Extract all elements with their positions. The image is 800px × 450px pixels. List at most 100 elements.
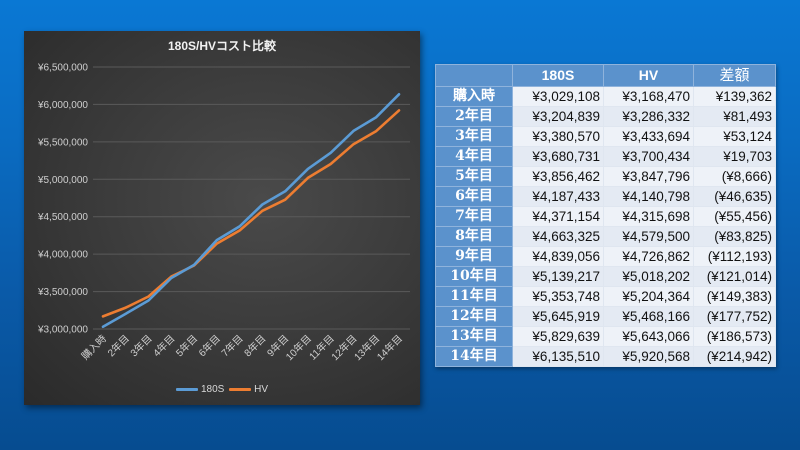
cell-hv: ¥3,700,434: [603, 146, 694, 167]
row-label: 2年目: [435, 106, 513, 127]
cell-hv: ¥5,204,364: [603, 286, 694, 307]
row-label: 6年目: [435, 186, 513, 207]
row-label: 13年目: [435, 326, 513, 347]
table-row: 9年目 ¥4,839,056 ¥4,726,862 (¥112,193): [435, 246, 776, 267]
legend-label-hv: HV: [254, 384, 269, 395]
cell-hv: ¥5,468,166: [603, 306, 694, 327]
series-line-hv: [101, 109, 401, 318]
x-tick-label: 4年目: [150, 332, 177, 359]
cell-hv: ¥5,643,066: [603, 326, 694, 347]
row-label: 8年目: [435, 226, 513, 247]
table-body: 購入時 ¥3,029,108 ¥3,168,470 ¥139,362 2年目 ¥3,204…: [435, 86, 776, 367]
cost-comparison-table: 180S HV 差額 購入時 ¥3,029,108 ¥3,168,470 ¥139,3…: [435, 64, 776, 367]
cell-difference: ¥53,124: [693, 126, 776, 147]
cell-hv: ¥4,315,698: [603, 206, 694, 227]
header-180s: 180S: [512, 64, 604, 87]
cell-180s: ¥3,380,570: [512, 126, 604, 147]
x-tick-label: 3年目: [127, 332, 154, 359]
table-row: 購入時 ¥3,029,108 ¥3,168,470 ¥139,362: [435, 86, 776, 107]
cell-hv: ¥3,168,470: [603, 86, 694, 107]
y-tick-label: ¥6,000,000: [37, 100, 88, 111]
x-tick-label: 2年目: [105, 332, 132, 359]
cell-difference: ¥139,362: [693, 86, 776, 107]
row-label: 4年目: [435, 146, 513, 167]
gridlines: [93, 66, 410, 330]
x-tick-label: 6年目: [196, 332, 223, 359]
series-line-180s: [101, 92, 401, 329]
cell-hv: ¥3,847,796: [603, 166, 694, 187]
cell-difference: (¥177,752): [693, 306, 776, 327]
table-row: 5年目 ¥3,856,462 ¥3,847,796 (¥8,666): [435, 166, 776, 187]
header-hv: HV: [603, 64, 694, 87]
cell-difference: (¥149,383): [693, 286, 776, 307]
header-difference: 差額: [693, 64, 776, 87]
cell-difference: (¥55,456): [693, 206, 776, 227]
row-label: 14年目: [435, 346, 513, 367]
x-tick-label: 10年目: [283, 332, 314, 363]
table-header-row: 180S HV 差額: [435, 64, 776, 87]
y-tick-label: ¥4,000,000: [37, 250, 88, 261]
legend-item-180s: 180S: [175, 384, 224, 395]
cell-180s: ¥4,663,325: [512, 226, 604, 247]
plot-area: ¥6,500,000 ¥6,000,000 ¥5,500,000 ¥5,000,000…: [37, 63, 410, 363]
table-row: 10年目 ¥5,139,217 ¥5,018,202 (¥121,014): [435, 266, 776, 287]
x-tick-label: 購入時: [79, 332, 109, 362]
x-tick-label: 8年目: [241, 332, 268, 359]
cell-difference: (¥112,193): [693, 246, 776, 267]
cell-hv: ¥5,920,568: [603, 346, 694, 367]
header-blank: [435, 64, 513, 87]
cell-180s: ¥5,645,919: [512, 306, 604, 327]
cell-180s: ¥3,029,108: [512, 86, 604, 107]
cell-180s: ¥4,187,433: [512, 186, 604, 207]
table-row: 13年目 ¥5,829,639 ¥5,643,066 (¥186,573): [435, 326, 776, 347]
row-label: 12年目: [435, 306, 513, 327]
cell-180s: ¥3,680,731: [512, 146, 604, 167]
y-tick-label: ¥4,500,000: [37, 212, 88, 223]
row-label: 9年目: [435, 246, 513, 267]
chart-legend: 180S HV: [24, 383, 420, 395]
cell-difference: (¥121,014): [693, 266, 776, 287]
y-tick-label: ¥5,000,000: [37, 175, 88, 186]
cell-difference: (¥83,825): [693, 226, 776, 247]
row-label: 3年目: [435, 126, 513, 147]
line-chart: 180S/HVコスト比較 ¥6,500,000 ¥6,000,000 ¥5,500,…: [24, 31, 420, 405]
table-row: 2年目 ¥3,204,839 ¥3,286,332 ¥81,493: [435, 106, 776, 127]
row-label: 10年目: [435, 266, 513, 287]
cell-hv: ¥4,140,798: [603, 186, 694, 207]
cell-difference: (¥8,666): [693, 166, 776, 187]
cell-180s: ¥4,371,154: [512, 206, 604, 227]
y-axis-labels: ¥6,500,000 ¥6,000,000 ¥5,500,000 ¥5,000,000…: [37, 63, 88, 336]
cell-hv: ¥3,433,694: [603, 126, 694, 147]
table-row: 12年目 ¥5,645,919 ¥5,468,166 (¥177,752): [435, 306, 776, 327]
table-row: 14年目 ¥6,135,510 ¥5,920,568 (¥214,942): [435, 346, 776, 367]
y-tick-label: ¥3,500,000: [37, 287, 88, 298]
cell-180s: ¥4,839,056: [512, 246, 604, 267]
table-row: 4年目 ¥3,680,731 ¥3,700,434 ¥19,703: [435, 146, 776, 167]
table-row: 3年目 ¥3,380,570 ¥3,433,694 ¥53,124: [435, 126, 776, 147]
cell-difference: (¥214,942): [693, 346, 776, 367]
cell-180s: ¥5,139,217: [512, 266, 604, 287]
x-tick-label: 5年目: [173, 332, 200, 359]
cell-180s: ¥5,353,748: [512, 286, 604, 307]
y-tick-label: ¥3,000,000: [37, 325, 88, 336]
cell-difference: (¥46,635): [693, 186, 776, 207]
y-tick-label: ¥5,500,000: [37, 137, 88, 148]
x-tick-label: 14年目: [374, 332, 405, 363]
cell-difference: (¥186,573): [693, 326, 776, 347]
legend-swatch-hv-icon: [229, 388, 252, 391]
legend-item-hv: HV: [229, 384, 268, 395]
table-row: 11年目 ¥5,353,748 ¥5,204,364 (¥149,383): [435, 286, 776, 307]
cell-180s: ¥6,135,510: [512, 346, 604, 367]
table-row: 6年目 ¥4,187,433 ¥4,140,798 (¥46,635): [435, 186, 776, 207]
cell-hv: ¥4,726,862: [603, 246, 694, 267]
row-label: 7年目: [435, 206, 513, 227]
row-label: 5年目: [435, 166, 513, 187]
chart-title: 180S/HVコスト比較: [167, 39, 277, 53]
cell-difference: ¥19,703: [693, 146, 776, 167]
table-row: 7年目 ¥4,371,154 ¥4,315,698 (¥55,456): [435, 206, 776, 227]
x-axis-labels: 購入時2年目3年目4年目5年目6年目7年目8年目9年目10年目11年目12年目1…: [79, 332, 405, 363]
row-label: 11年目: [435, 286, 513, 307]
legend-swatch-180s-icon: [175, 388, 198, 391]
cell-hv: ¥3,286,332: [603, 106, 694, 127]
table-row: 8年目 ¥4,663,325 ¥4,579,500 (¥83,825): [435, 226, 776, 247]
